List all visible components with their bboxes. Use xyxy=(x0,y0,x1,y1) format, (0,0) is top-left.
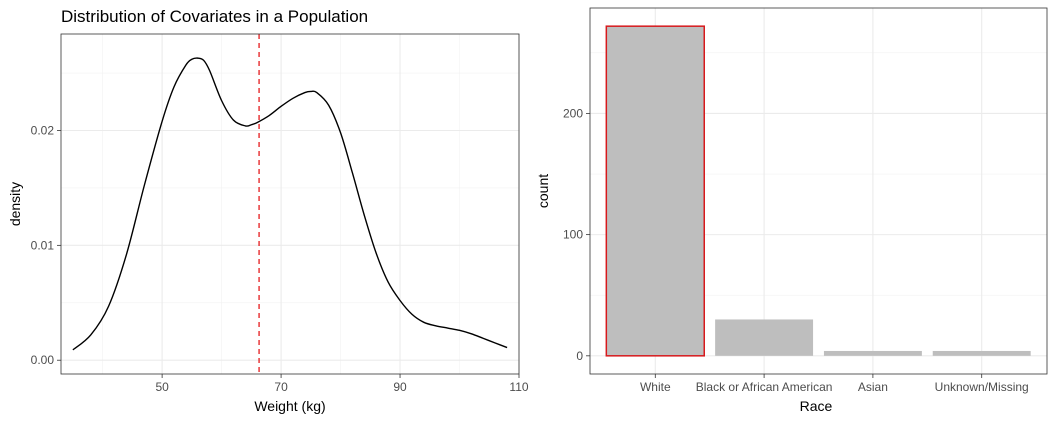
left-grid xyxy=(61,34,520,374)
left-x-tick-label: 90 xyxy=(393,380,407,394)
right-x-tick-label: Asian xyxy=(858,380,888,394)
left-x-axis-title: Weight (kg) xyxy=(254,398,325,414)
bar xyxy=(932,350,1031,356)
left-y-tick-label: 0.01 xyxy=(31,238,55,252)
right-x-tick-label: Unknown/Missing xyxy=(935,380,1029,394)
chart-title: Distribution of Covariates in a Populati… xyxy=(61,7,368,26)
right-y-tick-label: 100 xyxy=(563,228,583,242)
right-x-axis-title: Race xyxy=(800,398,833,414)
left-y-tick-label: 0.02 xyxy=(31,123,55,137)
left-panel-border xyxy=(60,33,520,375)
right-axes: 0 100 200 White Black or African American Asi… xyxy=(563,106,1029,394)
right-y-axis-title: count xyxy=(535,174,551,208)
left-x-tick-label: 70 xyxy=(274,380,288,394)
left-x-tick-label: 50 xyxy=(155,380,169,394)
density-curve xyxy=(72,57,508,351)
bar xyxy=(823,350,922,356)
right-y-tick-label: 200 xyxy=(563,106,583,120)
bar xyxy=(715,319,814,356)
right-x-tick-label: White xyxy=(640,380,671,394)
race-bar-chart: 0 100 200 White Black or African American Asi… xyxy=(535,7,1048,414)
bar-highlighted xyxy=(605,25,706,357)
left-marks xyxy=(72,34,508,374)
density-plot: Distribution of Covariates in a Populati… xyxy=(7,7,529,414)
right-x-tick-label: Black or African American xyxy=(696,380,833,394)
left-x-tick-label: 110 xyxy=(509,380,528,394)
right-panel-border xyxy=(589,7,1048,375)
right-y-tick-label: 0 xyxy=(576,349,583,363)
left-y-axis-title: density xyxy=(7,182,23,226)
right-marks xyxy=(605,25,1031,357)
left-axes: 50 70 90 110 0.00 0.01 0.02 xyxy=(31,123,529,394)
left-y-tick-label: 0.00 xyxy=(31,353,55,367)
